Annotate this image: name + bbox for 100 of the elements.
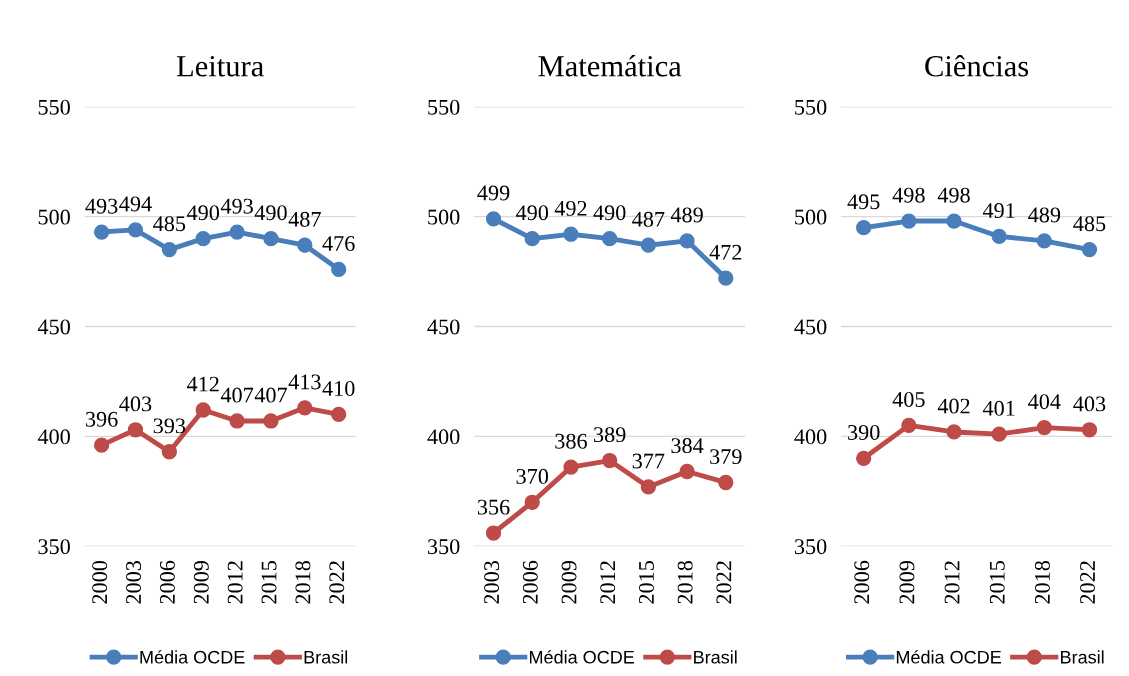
- point: [640, 237, 657, 253]
- data-label: 495: [847, 194, 880, 210]
- y-tick-label: 400: [37, 429, 70, 445]
- data-label: 402: [937, 398, 970, 414]
- data-label: 499: [477, 185, 510, 201]
- y-tick-label: 500: [795, 209, 827, 225]
- point: [946, 213, 962, 229]
- x-tick-label: 2009: [193, 561, 209, 604]
- data-label: 491: [982, 203, 1015, 219]
- data-label: 498: [892, 187, 925, 203]
- point: [679, 233, 695, 249]
- legend-label: Média OCDE: [140, 650, 245, 664]
- data-label: 407: [220, 387, 254, 403]
- y-tick-label: 350: [428, 539, 460, 555]
- x-tick-label: 2015: [989, 560, 1005, 604]
- point: [93, 224, 110, 240]
- data-label: 494: [119, 196, 152, 212]
- point: [127, 222, 144, 238]
- x-tick-label: 2006: [854, 560, 870, 604]
- x-tick-label: 2012: [227, 561, 243, 604]
- point: [161, 444, 177, 460]
- data-label: 389: [594, 427, 626, 443]
- data-label: 404: [1028, 394, 1061, 410]
- y-tick-label: 550: [795, 99, 827, 115]
- point: [602, 452, 618, 469]
- data-label: 493: [220, 198, 253, 214]
- point: [195, 230, 211, 247]
- x-tick-label: 2006: [159, 560, 175, 604]
- point: [485, 525, 502, 541]
- data-label: 489: [670, 207, 703, 223]
- point: [856, 450, 872, 466]
- x-tick-label: 2015: [638, 560, 654, 604]
- point: [297, 400, 313, 416]
- x-tick-label: 2012: [944, 561, 960, 604]
- data-label: 412: [186, 376, 219, 392]
- y-tick-label: 400: [427, 429, 460, 445]
- point: [1036, 419, 1052, 436]
- x-tick-label: 2018: [1034, 560, 1050, 604]
- data-label: 377: [632, 453, 665, 469]
- y-tick-label: 450: [794, 319, 827, 335]
- point: [901, 417, 917, 434]
- y-tick-label: 550: [428, 99, 460, 115]
- point: [485, 211, 502, 227]
- data-label: 370: [516, 468, 549, 484]
- x-tick-label: 2022: [329, 561, 345, 604]
- point: [1081, 241, 1098, 258]
- x-tick-label: 2009: [561, 561, 577, 604]
- point: [263, 230, 279, 247]
- point: [161, 241, 177, 258]
- legend-label: Média OCDE: [896, 650, 1001, 664]
- data-label: 384: [671, 438, 704, 454]
- x-tick-label: 2000: [92, 560, 108, 604]
- data-label: 405: [892, 391, 925, 407]
- y-tick-label: 500: [428, 209, 460, 225]
- point: [901, 213, 917, 229]
- y-tick-label: 450: [427, 319, 460, 335]
- point: [991, 228, 1007, 245]
- x-tick-label: 2022: [1080, 561, 1096, 604]
- y-tick-label: 550: [38, 99, 70, 115]
- y-tick-label: 350: [794, 539, 827, 555]
- point: [263, 413, 279, 429]
- x-tick-label: 2015: [261, 560, 277, 604]
- data-label: 490: [254, 205, 287, 221]
- x-tick-label: 2018: [677, 560, 693, 604]
- legend-label: Brasil: [304, 650, 348, 664]
- y-tick-label: 350: [38, 539, 70, 555]
- point: [718, 474, 734, 491]
- x-tick-label: 2022: [716, 561, 732, 604]
- legend-label: Média OCDE: [529, 650, 635, 664]
- data-label: 487: [632, 211, 665, 227]
- data-label: 490: [593, 205, 626, 221]
- x-tick-label: 2003: [484, 560, 500, 604]
- point: [640, 479, 657, 495]
- point: [93, 437, 110, 453]
- y-tick-label: 500: [38, 209, 70, 225]
- point: [563, 226, 579, 242]
- point: [524, 494, 540, 510]
- data-label: 485: [153, 216, 186, 232]
- x-tick-label: 2018: [295, 560, 311, 604]
- data-label: 489: [1028, 207, 1061, 223]
- point: [524, 230, 540, 247]
- point: [331, 261, 347, 278]
- point: [127, 422, 144, 438]
- point: [856, 220, 872, 236]
- x-tick-label: 2012: [600, 561, 616, 604]
- point: [195, 402, 211, 418]
- point: [991, 426, 1007, 442]
- x-tick-label: 2009: [899, 561, 915, 604]
- data-label: 472: [709, 244, 742, 260]
- data-label: 492: [554, 200, 587, 216]
- point: [1036, 233, 1052, 249]
- chart-title: Matemática: [538, 55, 682, 77]
- data-label: 390: [848, 424, 880, 440]
- data-label: 490: [186, 205, 220, 221]
- chart-title: Ciências: [925, 54, 1029, 77]
- data-label: 401: [982, 400, 1015, 416]
- data-label: 403: [119, 396, 152, 412]
- x-tick-label: 2003: [126, 560, 142, 604]
- data-label: 485: [1073, 216, 1106, 232]
- x-tick-label: 2006: [522, 560, 538, 604]
